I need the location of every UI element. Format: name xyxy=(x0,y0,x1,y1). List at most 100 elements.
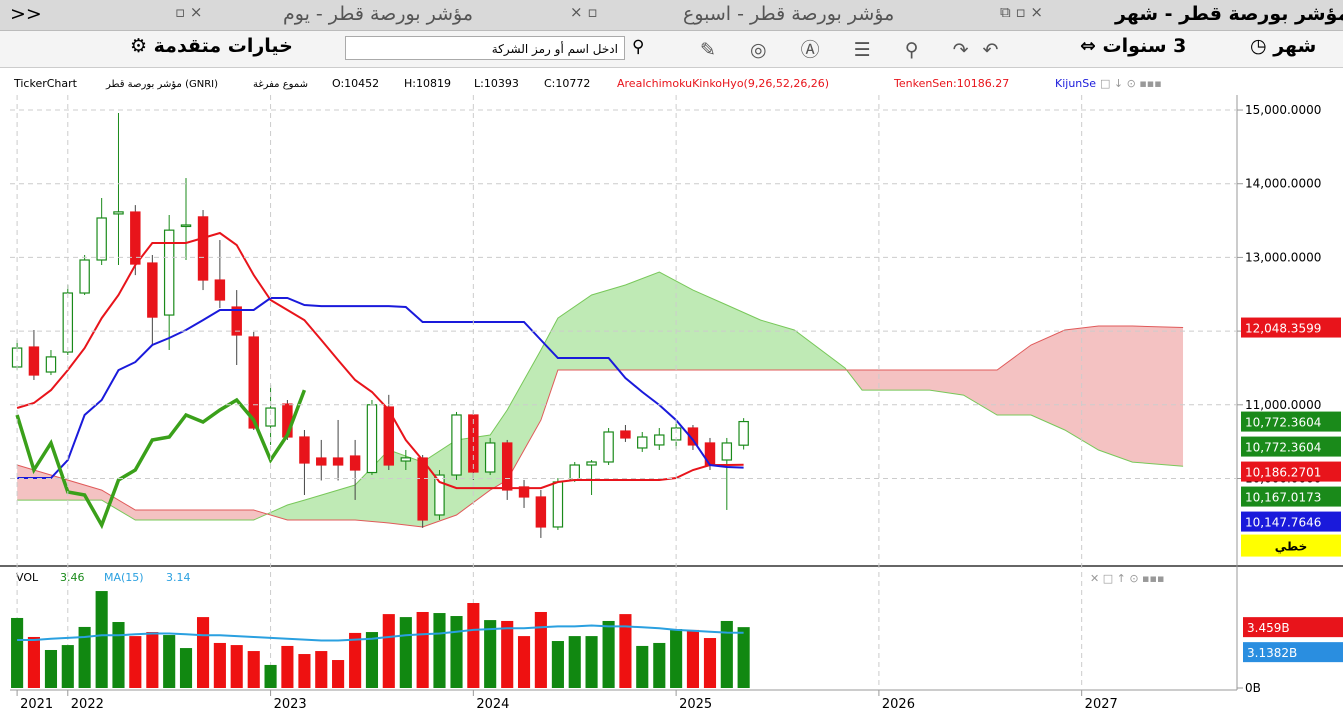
volume-bar xyxy=(281,645,294,688)
price-badge-label: 12,048.3599 xyxy=(1245,322,1321,336)
panel-controls[interactable]: ✕ □ ↑ ⊙ ▪▪▪ xyxy=(1090,572,1164,585)
candle-body xyxy=(332,457,344,466)
price-badge xyxy=(1241,511,1341,532)
candle-body xyxy=(687,427,699,446)
candle-body xyxy=(417,457,428,521)
candle-body xyxy=(248,336,259,429)
tab[interactable]: مؤشر بورصة قطر - اسبوع xyxy=(683,3,895,25)
tab-bar: << مؤشر بورصة قطر - يوم × ▫ مؤشر بورصة ق… xyxy=(0,0,1343,31)
candle-body xyxy=(316,457,327,466)
search-button[interactable]: ⚲ xyxy=(632,37,645,57)
x-tick-label: 2027 xyxy=(1085,697,1118,712)
period-label: شهر xyxy=(1273,35,1317,57)
range-label: 3 سنوات xyxy=(1102,35,1187,57)
candle-body xyxy=(451,414,462,476)
volume-bar xyxy=(298,654,311,688)
tab-controls[interactable]: ▫ × xyxy=(570,3,598,21)
price-badge-label: 10,772.3604 xyxy=(1245,416,1321,430)
y-tick-label: 0B xyxy=(1245,681,1261,695)
candle-body xyxy=(96,217,107,261)
volume-bar xyxy=(484,620,497,688)
advanced-button[interactable]: خيارات متقدمة ⚙ xyxy=(130,35,293,57)
tab-controls[interactable]: × ▫ xyxy=(175,3,203,21)
volume-bar xyxy=(534,611,547,688)
period-button[interactable]: شهر ◷ xyxy=(1250,35,1317,57)
x-tick-label: 2021 xyxy=(20,697,53,712)
volume-bar xyxy=(619,614,632,688)
candle-body xyxy=(484,442,496,473)
cloud-fill-up xyxy=(17,272,1184,527)
search-input[interactable]: ادخل اسم أو رمز الشركة xyxy=(345,36,625,60)
volume-bar xyxy=(349,632,362,688)
price-badge xyxy=(1241,486,1341,507)
info-low: L:10393 xyxy=(474,77,519,90)
volume-bar xyxy=(670,629,683,688)
candle-body xyxy=(79,259,90,294)
volume-bar xyxy=(686,629,700,688)
volume-bar xyxy=(399,617,412,688)
volume-bar xyxy=(467,603,480,688)
price-badge xyxy=(1241,461,1341,482)
y-tick-label: 15,000.0000 xyxy=(1245,103,1321,117)
volume-bar xyxy=(433,613,446,688)
candle-body xyxy=(197,216,209,281)
candle-body xyxy=(214,279,226,301)
price-badge xyxy=(1241,436,1341,457)
info-high: H:10819 xyxy=(404,77,451,90)
candle-body xyxy=(163,229,175,316)
nav-button[interactable]: << xyxy=(10,3,42,25)
candle-body xyxy=(637,436,648,449)
volume-bar xyxy=(264,664,277,688)
advanced-label: خيارات متقدمة xyxy=(153,35,293,57)
price-badge xyxy=(1243,617,1343,638)
toolbar: شهر ◷ 3 سنوات ⇔ ↶↷ ⚲ ☰ Ⓐ ◎ ✎ ادخل اسم أو… xyxy=(0,31,1343,68)
tab[interactable]: مؤشر بورصة قطر - شهر xyxy=(1115,3,1343,25)
candle-body xyxy=(265,407,276,427)
candle-body xyxy=(738,420,749,446)
y-tick-label: 13,000.0000 xyxy=(1245,250,1321,264)
indicator-line xyxy=(15,389,307,530)
volume-bar xyxy=(450,616,463,688)
ma-value: 3.14 xyxy=(166,571,191,584)
volume-bar xyxy=(636,645,649,688)
volume-bar xyxy=(517,636,531,688)
price-badge-label: 10,772.3604 xyxy=(1245,441,1321,455)
search-placeholder: ادخل اسم أو رمز الشركة xyxy=(491,42,618,56)
candle-body xyxy=(113,211,124,215)
x-tick-label: 2023 xyxy=(274,697,307,712)
volume-bar xyxy=(585,636,598,688)
candle-body xyxy=(28,346,40,376)
candle-body xyxy=(586,461,597,466)
candle-body xyxy=(654,434,665,446)
candle-body xyxy=(552,481,564,528)
info-symbol: مؤشر بورصة قطر (GNRI) xyxy=(105,79,218,90)
candle-body xyxy=(45,356,57,373)
info-close: C:10772 xyxy=(544,77,590,90)
scale-button-label[interactable]: خطي xyxy=(1275,540,1307,554)
panel-controls[interactable]: □ ↓ ⊙ ▪▪▪ xyxy=(1100,77,1162,90)
volume-bar xyxy=(247,651,260,688)
volume-bar xyxy=(315,651,328,688)
volume-bar xyxy=(179,648,193,688)
candle-body xyxy=(501,442,513,491)
volume-bar xyxy=(703,638,717,688)
span-a-line xyxy=(17,271,1184,521)
price-badge xyxy=(1243,642,1343,663)
candle-body xyxy=(383,406,395,466)
volume-bar xyxy=(95,591,108,688)
info-kijun: KijunSe xyxy=(1055,77,1096,90)
tab[interactable]: مؤشر بورصة قطر - يوم xyxy=(283,3,474,25)
tab-controls[interactable]: × ▫ ⧉ xyxy=(1000,3,1043,21)
info-indicator: AreaIchimokuKinkoHyo(9,26,52,26,26) xyxy=(617,77,829,90)
volume-bar xyxy=(163,635,176,688)
volume-bar xyxy=(551,641,564,688)
volume-bar xyxy=(112,622,125,688)
info-tenkan: TenkenSen:10186.27 xyxy=(893,77,1009,90)
x-tick-label: 2022 xyxy=(71,697,104,712)
tool-icons[interactable]: ↶↷ ⚲ ☰ Ⓐ ◎ ✎ xyxy=(700,39,1013,61)
volume-bar xyxy=(213,642,226,688)
info-open: O:10452 xyxy=(332,77,379,90)
volume-bar xyxy=(11,617,24,688)
range-button[interactable]: 3 سنوات ⇔ xyxy=(1080,35,1187,57)
